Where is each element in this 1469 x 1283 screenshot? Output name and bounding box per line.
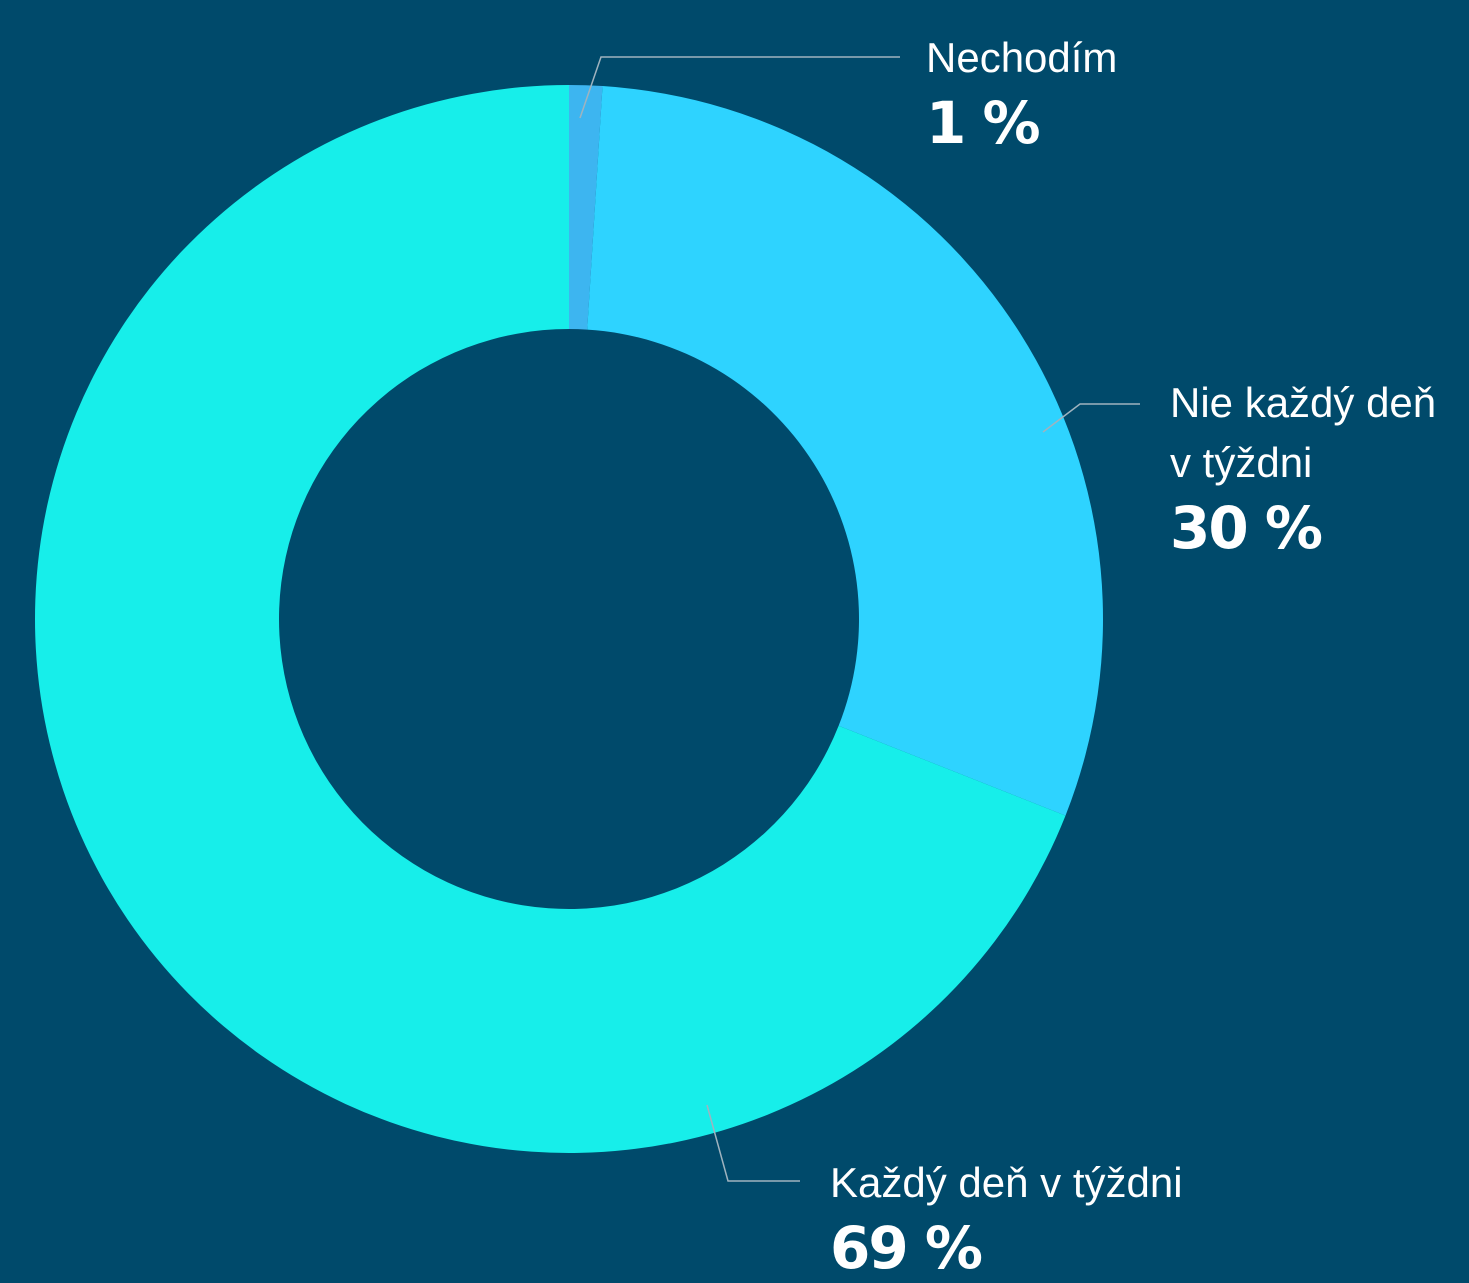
leader-line [1042,403,1140,433]
slice-label: Nechodím 1 % [926,28,1326,158]
leader-line [706,1104,800,1182]
slice-label: Nie každý deň v týždni 30 % [1170,373,1460,563]
leader-line [579,56,900,119]
wedge [34,85,1066,1153]
wedge [587,86,1103,816]
category-label: Nechodím [926,34,1118,81]
value-label: 1 % [926,89,1041,157]
wedges [34,85,1103,1153]
value-label: 30 % [1170,494,1323,562]
wedge [569,85,603,330]
category-label: Nie každý deň v týždni [1170,379,1437,486]
slice-label: Každý deň v týždni 69 % [830,1153,1330,1283]
value-label: 69 % [830,1214,983,1282]
category-label: Každý deň v týždni [830,1159,1183,1206]
